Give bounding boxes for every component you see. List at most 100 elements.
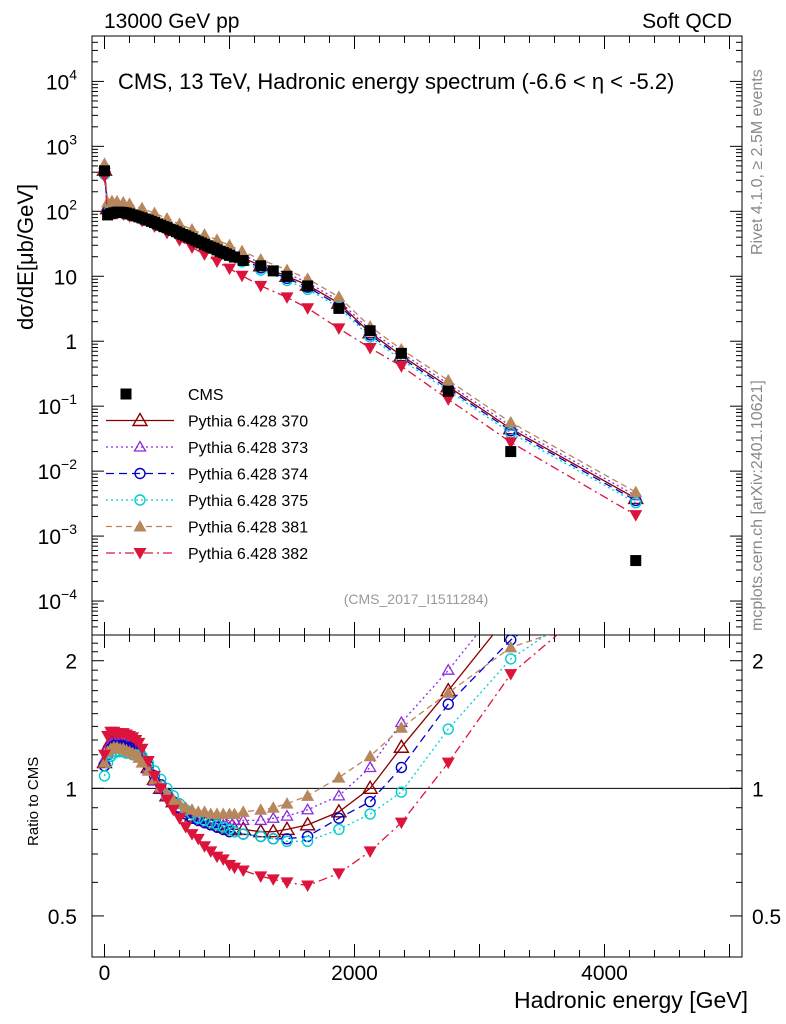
legend-label: Pythia 6.428 374 (188, 467, 308, 484)
legend-entry-4: Pythia 6.428 375 (106, 493, 308, 510)
y-tick-exponent: −2 (61, 456, 77, 472)
ratio-line (103, 635, 478, 822)
ratio-point (266, 874, 280, 886)
cms-data (99, 165, 642, 567)
mc-point (363, 342, 377, 355)
y-tick-label: 104 (46, 66, 77, 94)
ratio-point (141, 756, 155, 768)
mc-point (301, 303, 315, 315)
ratio-point (266, 811, 280, 823)
ratio-point (333, 823, 345, 836)
main-y-axis-label: dσ/dE[μb/GeV] (13, 184, 38, 330)
ratio-point (393, 738, 410, 753)
data-point (630, 555, 642, 567)
main-series-3 (98, 166, 642, 507)
mc-point (235, 270, 249, 283)
y-tick-exponent: −3 (61, 521, 77, 537)
ratio-y-tick-label: 1 (65, 778, 77, 801)
ratio-series-2 (97, 635, 478, 826)
ratio-point (505, 653, 517, 665)
mc-point (280, 292, 294, 304)
ratio-point (236, 805, 250, 817)
x-tick-label: 2000 (331, 962, 378, 985)
legend-marker (131, 412, 149, 427)
mc-point (210, 256, 224, 269)
y-tick-exponent: −1 (61, 391, 77, 407)
source-label: mcplots.cern.ch [arXiv:2401.10621] (749, 380, 766, 631)
ratio-point (135, 756, 149, 768)
ratio-point (266, 801, 280, 813)
ratio-point (204, 846, 218, 858)
ratio-point (255, 830, 267, 843)
legend-label: Pythia 6.428 375 (188, 493, 308, 510)
header-right: Soft QCD (642, 10, 732, 33)
x-tick-label: 4000 (581, 962, 628, 985)
ratio-point (332, 868, 346, 880)
legend: CMS Pythia 6.428 370 Pythia 6.428 373 Pythi… (106, 387, 308, 563)
ratio-point (254, 813, 268, 826)
ratio-point (166, 804, 180, 817)
ratio-point (236, 865, 250, 877)
ratio-series (96, 569, 642, 892)
mc-point (629, 510, 643, 522)
mc-point (504, 415, 518, 428)
ratio-point (363, 749, 377, 762)
ratio-point (265, 823, 282, 838)
ratio-y-tick-label-right: 0.5 (752, 906, 781, 929)
data-point (364, 325, 376, 337)
legend-entry-6: Pythia 6.428 382 (106, 546, 308, 563)
ratio-point (301, 789, 315, 801)
ratio-point (364, 795, 376, 808)
data-point (267, 265, 279, 277)
ratio-point (281, 835, 293, 847)
y-tick-label: 10−3 (38, 521, 78, 549)
ratio-point (160, 794, 174, 807)
ratio-series-1 (96, 635, 494, 838)
ratio-point (254, 803, 268, 815)
ratio-y-tick-label: 0.5 (48, 906, 77, 929)
ratio-y-tick-labels-right: 0.5 1 2 (752, 651, 781, 929)
ratio-frame (91, 634, 743, 958)
ratio-point (363, 846, 377, 858)
ratio-point (442, 698, 454, 710)
y-tick-exponent: 3 (69, 131, 77, 147)
data-point (302, 280, 314, 292)
ratio-point (280, 877, 294, 889)
main-y-tick-labels: 10−4 10−3 10−2 10−1 1 10 102 103 104 (38, 66, 78, 614)
ratio-point (154, 783, 168, 795)
mc-point (123, 197, 136, 209)
ratio-series-6 (98, 635, 559, 892)
ratio-point (631, 569, 641, 579)
y-tick-label: 103 (46, 131, 77, 159)
ratio-line (103, 635, 494, 833)
legend-marker (133, 520, 147, 532)
mc-point (223, 263, 236, 276)
y-tick-label: 1 (65, 331, 77, 354)
ratio-point (333, 812, 345, 824)
x-axis-label: Hadronic energy [GeV] (514, 987, 748, 1013)
mc-point (254, 280, 268, 293)
y-tick-exponent: 2 (69, 196, 77, 212)
ratio-point (441, 757, 455, 770)
mc-point (394, 361, 408, 373)
ratio-point (252, 823, 269, 838)
ratio-point (98, 770, 111, 782)
ratio-point (166, 793, 180, 805)
ratio-point (504, 669, 518, 681)
ratio-point (280, 809, 294, 821)
ratio-point (148, 770, 161, 783)
data-point (237, 254, 249, 266)
legend-entry-2: Pythia 6.428 373 (106, 440, 308, 457)
main-panel: 10−4 10−3 10−2 10−1 1 10 102 103 104 dσ/dE[μb/Ge… (13, 35, 743, 636)
y-tick-label: 102 (46, 196, 77, 224)
ratio-point (185, 829, 199, 841)
ratio-panel: 0.5 1 2 0.5 1 2 0 2000 4000 Ratio to CMS Hadro… (25, 569, 781, 1013)
ratio-point (629, 599, 642, 611)
mc-point (630, 496, 642, 509)
ratio-point (395, 786, 408, 798)
ratio-y-tick-label: 2 (65, 651, 77, 674)
ratio-line (103, 635, 559, 887)
legend-entry-5: Pythia 6.428 381 (106, 520, 308, 537)
ratio-point (301, 835, 314, 847)
x-tick-labels: 0 2000 4000 (99, 962, 628, 985)
